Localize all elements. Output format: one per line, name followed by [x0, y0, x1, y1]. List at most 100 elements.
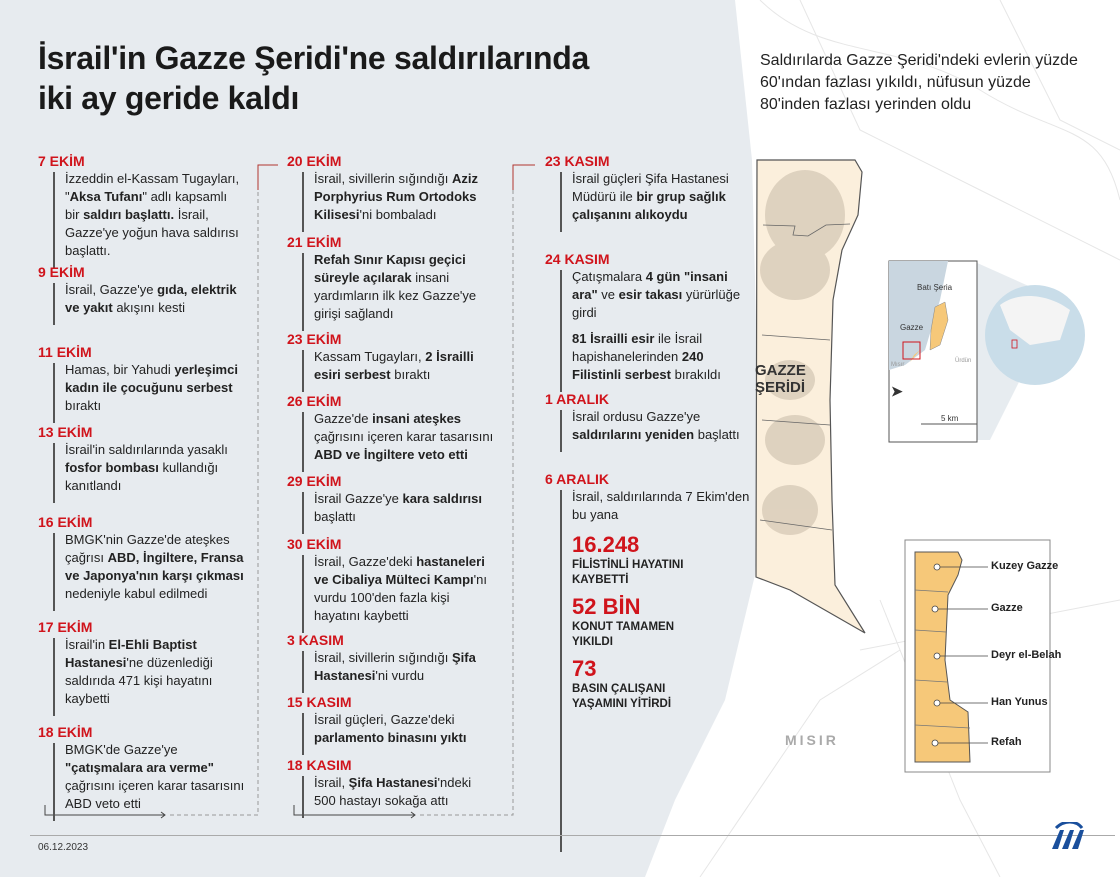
timeline-date: 18 EKİM	[38, 724, 93, 740]
timeline-item: 6 ARALIK İsrail, saldırılarında 7 Ekim'de…	[545, 470, 775, 852]
timeline-description: İsrail güçleri Şifa Hastanesi Müdürü ile…	[560, 170, 752, 232]
text-segment: İsrail,	[314, 775, 349, 790]
highlight-text: 2 İsrailli esiri serbest	[314, 349, 474, 382]
text-segment: nedeniyle kabul edilmedi	[65, 586, 208, 601]
timeline-line	[302, 350, 304, 392]
timeline-paragraph: BMGK'nin Gazze'de ateşkes çağrısı ABD, İ…	[65, 531, 245, 603]
timeline-paragraph: İsrail, Şifa Hastanesi'ndeki 500 hastayı…	[314, 774, 494, 810]
highlight-text: ABD, İngiltere, Fransa ve Japonya'nın ka…	[65, 550, 244, 583]
timeline-line	[302, 172, 304, 232]
text-segment: yürürlüğe girdi	[572, 287, 741, 320]
text-segment: İsrail, Gazze'ye yoğun hava saldırısı ba…	[65, 207, 239, 258]
urban-area	[760, 170, 845, 535]
timeline-paragraph: Hamas, bir Yahudi yerleşimci kadın ile ç…	[65, 361, 245, 415]
highlight-text: parlamento binasını yıktı	[314, 730, 467, 745]
stat-value: 73	[572, 656, 597, 681]
text-segment: Kassam Tugayları,	[314, 349, 426, 364]
timeline-item: 24 KASIM Çatışmalara 4 gün "insani ara" v…	[545, 250, 775, 392]
timeline-item: 1 ARALIK İsrail ordusu Gazze'ye saldırıla…	[545, 390, 775, 452]
timeline-date: 3 KASIM	[287, 632, 344, 648]
highlight-text: hastaneleri ve Cibaliya Mülteci Kampı	[314, 554, 485, 587]
timeline-line	[302, 555, 304, 633]
inset-egypt-label: Mısır	[891, 362, 905, 368]
highlight-text: saldırılarını yeniden	[572, 427, 695, 442]
region-label: Han Yunus	[991, 696, 1048, 708]
text-segment: başlattı	[694, 427, 740, 442]
timeline-date: 29 EKİM	[287, 473, 342, 489]
timeline-description: İsrail, Gazze'deki hastaneleri ve Cibali…	[302, 553, 494, 633]
text-segment: İsrail'in saldırılarında yasaklı	[65, 442, 228, 457]
highlight-text: Refah Sınır Kapısı geçici süreyle açılar…	[314, 252, 466, 285]
timeline-line	[302, 253, 304, 331]
footer-divider	[30, 835, 1115, 836]
inset-west-bank-label: Batı Şeria	[917, 283, 953, 292]
timeline-item: 26 EKİM Gazze'de insani ateşkes çağrısını…	[287, 392, 517, 472]
timeline-line	[53, 443, 55, 503]
inset-jordan-label: Ürdün	[955, 358, 972, 364]
highlight-text: El-Ehli Baptist Hastanesi	[65, 637, 197, 670]
highlight-text: "çatışmalara ara verme"	[65, 760, 214, 775]
text-segment: İzzeddin el-Kassam Tugayları, "	[65, 171, 240, 204]
text-segment: İsrail, saldırılarında 7 Ekim'den bu yan…	[572, 489, 750, 522]
subtitle: Saldırılarda Gazze Şeridi'ndeki evlerin …	[760, 52, 1078, 113]
timeline-date: 17 EKİM	[38, 619, 93, 635]
timeline-description: İzzeddin el-Kassam Tugayları, "Aksa Tufa…	[53, 170, 245, 268]
stat-value: 16.248	[572, 532, 640, 557]
timeline-date: 7 EKİM	[38, 153, 85, 169]
timeline-date: 26 EKİM	[287, 393, 342, 409]
text-segment: 'nı vurdu 100'den fazla kişi hayatını ka…	[314, 572, 487, 623]
timeline-item: 17 EKİM İsrail'in El-Ehli Baptist Hastane…	[38, 618, 268, 716]
timeline-description: BMGK'de Gazze'ye "çatışmalara ara verme"…	[53, 741, 245, 821]
text-segment: İsrail güçleri, Gazze'deki	[314, 712, 455, 727]
timeline-paragraph: Refah Sınır Kapısı geçici süreyle açılar…	[314, 251, 494, 323]
text-segment: çağrısını içeren karar tasarısını	[314, 429, 494, 444]
text-segment: ve	[597, 287, 619, 302]
region-label: Refah	[991, 736, 1022, 748]
text-segment: BMGK'nin Gazze'de ateşkes çağrısı	[65, 532, 230, 565]
timeline-paragraph: İsrail, sivillerin sığındığı Şifa Hastan…	[314, 649, 494, 685]
timeline-line	[302, 713, 304, 755]
timeline-date: 1 ARALIK	[545, 391, 610, 407]
timeline-date: 11 EKİM	[38, 344, 92, 360]
timeline-item: 29 EKİM İsrail Gazze'ye kara saldırısı ba…	[287, 472, 517, 534]
timeline-description: İsrail güçleri, Gazze'deki parlamento bi…	[302, 711, 494, 755]
timeline-paragraph: Gazze'de insani ateşkes çağrısını içeren…	[314, 410, 494, 464]
text-segment: kullandığı kanıtlandı	[65, 460, 219, 493]
north-arrow-icon: ➤	[891, 383, 903, 399]
timeline-item: 18 KASIM İsrail, Şifa Hastanesi'ndeki 500…	[287, 756, 517, 818]
timeline-date: 21 EKİM	[287, 234, 342, 250]
text-segment: akışını kesti	[112, 300, 185, 315]
timeline-line	[560, 490, 562, 852]
timeline-item: 15 KASIM İsrail güçleri, Gazze'deki parla…	[287, 693, 517, 755]
timeline-date: 6 ARALIK	[545, 471, 610, 487]
text-segment: " adlı kapsamlı bir	[65, 189, 228, 222]
egypt-label: MISIR	[785, 732, 839, 748]
timeline-line	[53, 172, 55, 268]
timeline-paragraph: İsrail, sivillerin sığındığı Aziz Porphy…	[314, 170, 494, 224]
timeline-paragraph: İsrail güçleri, Gazze'deki parlamento bi…	[314, 711, 494, 747]
timeline-description: İsrail, saldırılarında 7 Ekim'den bu yan…	[560, 488, 752, 852]
text-segment: çağrısını içeren karar tasarısını ABD ve…	[65, 778, 245, 811]
timeline-paragraph: BMGK'de Gazze'ye "çatışmalara ara verme"…	[65, 741, 245, 813]
text-segment: Çatışmalara	[572, 269, 646, 284]
timeline-item: 3 KASIM İsrail, sivillerin sığındığı Şifa…	[287, 631, 517, 693]
text-segment: bırakıldı	[670, 367, 721, 382]
timeline-paragraph: İsrail'in El-Ehli Baptist Hastanesi'ne d…	[65, 636, 245, 708]
text-segment: 'ndeki 500 hastayı sokağa attı	[314, 775, 472, 808]
text-segment: İsrail ordusu Gazze'ye	[572, 409, 701, 424]
timeline-date: 18 KASIM	[287, 757, 352, 773]
timeline-connectors	[170, 185, 514, 816]
timeline-line	[560, 172, 562, 232]
timeline-paragraph: İsrail, Gazze'ye gıda, elektrik ve yakıt…	[65, 281, 245, 317]
highlight-text: bir grup sağlık çalışanını alıkoydu	[572, 189, 726, 222]
timeline-description: İsrail, sivillerin sığındığı Aziz Porphy…	[302, 170, 494, 232]
text-segment: İsrail, sivillerin sığındığı	[314, 650, 452, 665]
timeline-date: 20 EKİM	[287, 153, 342, 169]
stat-label: FİLİSTİNLİ HAYATINI KAYBETTİ	[572, 559, 684, 586]
scale-bar-label: 5 km	[941, 414, 959, 423]
timeline-description: İsrail'in El-Ehli Baptist Hastanesi'ne d…	[53, 636, 245, 716]
timeline-description: Kassam Tugayları, 2 İsrailli esiri serbe…	[302, 348, 494, 392]
publish-date: 06.12.2023	[38, 842, 89, 853]
timeline-paragraph: Çatışmalara 4 gün "insani ara" ve esir t…	[572, 268, 752, 322]
text-segment: insani yardımların ilk kez Gazze'ye giri…	[314, 270, 477, 321]
